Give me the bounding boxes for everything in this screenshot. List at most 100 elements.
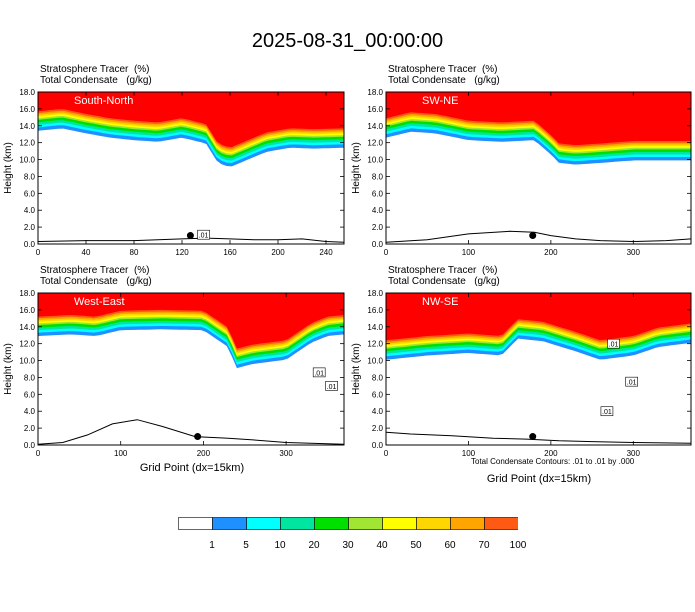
var2-unit: (g/kg) <box>126 276 152 287</box>
var2-name: Total Condensate <box>388 75 466 86</box>
y-tick-label: 16.0 <box>19 105 35 114</box>
x-axis-title-west-east: Grid Point (dx=15km) <box>139 462 245 474</box>
contour-label-box <box>312 367 326 378</box>
plot-frame <box>37 91 345 245</box>
colorbar-swatch <box>280 517 315 530</box>
var2-name: Total Condensate <box>40 276 118 287</box>
colorbar-label: 100 <box>509 540 527 551</box>
contour-label: .01 <box>199 233 209 240</box>
terrain-line <box>38 237 344 243</box>
colorbar-labels: 1 5 10 20 30 40 50 60 70 100 <box>178 540 526 554</box>
x-tick-label: 200 <box>271 248 285 257</box>
chart-panel-0: .01 South-North 0.0 2.0 4.0 6.0 8.0 10.0 12.0 14.… <box>3 88 345 257</box>
x-tick-label: 0 <box>36 248 41 257</box>
var1-unit: (%) <box>481 265 498 276</box>
y-tick-label: 6.0 <box>372 189 384 198</box>
y-tick-label: 0.0 <box>24 441 36 450</box>
contour-label: .01 <box>327 384 337 391</box>
x-tick-label: 200 <box>544 449 558 458</box>
var2-name: Total Condensate <box>388 276 466 287</box>
tracer-band-level-100 <box>386 92 691 145</box>
y-tick-label: 14.0 <box>19 323 35 332</box>
plot-frame <box>37 292 345 446</box>
terrain-line <box>386 431 691 444</box>
x-tick-label: 40 <box>82 248 91 257</box>
y-tick-label: 6.0 <box>372 390 384 399</box>
y-axis-title: Height (km) <box>3 142 14 194</box>
colorbar-swatch <box>314 517 349 530</box>
panel-name: West-East <box>74 296 125 308</box>
figure-title: 2025-08-31_00:00:00 <box>251 30 444 52</box>
y-tick-label: 18.0 <box>367 289 383 298</box>
var2-unit: (g/kg) <box>474 75 500 86</box>
colorbar-swatch <box>450 517 485 530</box>
var1-name: Stratosphere Tracer <box>40 265 129 276</box>
contour-label-box <box>625 376 638 387</box>
contour-label: .01 <box>602 409 612 416</box>
y-tick-label: 10.0 <box>19 156 35 165</box>
contour-footnote: Total Condensate Contours: .01 to .01 by… <box>471 457 635 466</box>
y-tick-label: 12.0 <box>19 139 35 148</box>
colorbar-label: 5 <box>243 540 249 551</box>
x-tick-label: 100 <box>462 248 476 257</box>
x-tick-label: 80 <box>130 248 139 257</box>
x-tick-label: 0 <box>36 449 41 458</box>
tracer-band-level-100 <box>38 92 344 147</box>
panel-header-nw-se: Stratosphere Tracer (%) Total Condensate… <box>388 265 500 287</box>
contour-label-box <box>607 338 620 349</box>
panel-name: South-North <box>74 95 133 107</box>
var1-unit: (%) <box>133 64 150 75</box>
panel-name: NW-SE <box>422 296 458 308</box>
x-tick-label: 300 <box>627 248 641 257</box>
var2-name: Total Condensate <box>40 75 118 86</box>
y-axis-title: Height (km) <box>3 343 14 395</box>
contour-label-box <box>325 381 338 391</box>
x-tick-label: 120 <box>175 248 189 257</box>
y-tick-label: 18.0 <box>19 88 35 97</box>
colorbar-swatches <box>178 517 519 530</box>
y-tick-label: 2.0 <box>24 424 36 433</box>
y-tick-label: 10.0 <box>367 156 383 165</box>
chart-panel-3: .01 .01 .01 NW-SE 0.0 2.0 4.0 6.0 8.0 10.0 12.0 14.… <box>351 289 692 458</box>
y-tick-label: 14.0 <box>19 122 35 131</box>
y-tick-label: 6.0 <box>24 390 36 399</box>
x-tick-label: 100 <box>462 449 476 458</box>
y-tick-label: 18.0 <box>19 289 35 298</box>
x-axis-title-nw-se: Grid Point (dx=15km) <box>486 473 592 485</box>
contour-label: .01 <box>609 342 619 349</box>
y-tick-label: 4.0 <box>24 407 36 416</box>
y-tick-label: 16.0 <box>19 306 35 315</box>
y-tick-label: 0.0 <box>372 441 384 450</box>
contour-label: .01 <box>627 380 637 387</box>
colorbar-label: 60 <box>444 540 456 551</box>
colorbar-swatch <box>246 517 281 530</box>
x-tick-label: 300 <box>279 449 293 458</box>
panel-header-west-east: Stratosphere Tracer (%) Total Condensate… <box>40 265 152 287</box>
location-marker <box>194 433 202 441</box>
y-tick-label: 8.0 <box>372 172 384 181</box>
chart-panel-2: .01.01West-East0.02.04.06.08.010.012.014… <box>3 289 345 458</box>
x-tick-label: 240 <box>319 248 333 257</box>
x-tick-label: 200 <box>544 248 558 257</box>
var1-name: Stratosphere Tracer <box>40 64 129 75</box>
colorbar-label: 70 <box>478 540 490 551</box>
x-tick-label: 160 <box>223 248 237 257</box>
colorbar-label: 10 <box>274 540 286 551</box>
var1-name: Stratosphere Tracer <box>388 265 477 276</box>
var1-unit: (%) <box>481 64 498 75</box>
y-tick-label: 2.0 <box>24 223 36 232</box>
plot-area: .01 <box>38 92 344 244</box>
location-marker <box>529 433 537 441</box>
y-tick-label: 8.0 <box>24 373 36 382</box>
var1-unit: (%) <box>133 265 150 276</box>
var2-unit: (g/kg) <box>126 75 152 86</box>
y-tick-label: 12.0 <box>367 340 383 349</box>
panel-name: SW-NE <box>422 95 458 107</box>
colorbar: 1 5 10 20 30 40 50 60 70 100 <box>178 517 526 551</box>
y-tick-label: 6.0 <box>24 189 36 198</box>
colorbar-label: 1 <box>209 540 215 551</box>
y-axis-title: Height (km) <box>351 343 362 395</box>
colorbar-swatch <box>416 517 451 530</box>
colorbar-label: 20 <box>308 540 320 551</box>
